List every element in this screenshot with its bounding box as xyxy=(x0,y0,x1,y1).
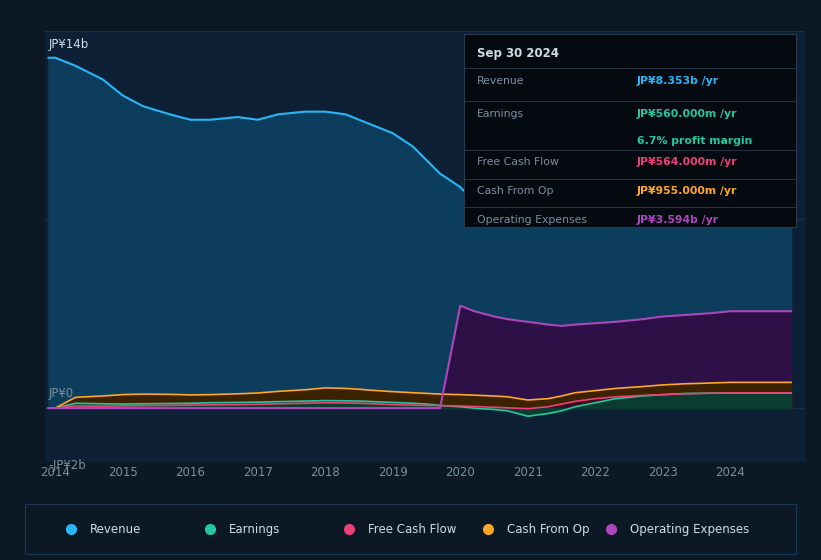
Text: JP¥14b: JP¥14b xyxy=(48,38,89,52)
Text: Free Cash Flow: Free Cash Flow xyxy=(477,157,559,167)
Text: JP¥560.000m /yr: JP¥560.000m /yr xyxy=(637,109,737,119)
Text: JP¥8.353b /yr: JP¥8.353b /yr xyxy=(637,76,719,86)
Text: Revenue: Revenue xyxy=(477,76,525,86)
Text: Operating Expenses: Operating Expenses xyxy=(477,215,587,225)
Text: Earnings: Earnings xyxy=(477,109,525,119)
Text: Cash From Op: Cash From Op xyxy=(507,522,589,536)
Text: Operating Expenses: Operating Expenses xyxy=(631,522,750,536)
Text: -JP¥2b: -JP¥2b xyxy=(48,459,86,472)
Text: Revenue: Revenue xyxy=(90,522,141,536)
Text: 6.7% profit margin: 6.7% profit margin xyxy=(637,136,752,146)
Text: JP¥564.000m /yr: JP¥564.000m /yr xyxy=(637,157,737,167)
Text: JP¥3.594b /yr: JP¥3.594b /yr xyxy=(637,215,719,225)
Text: Cash From Op: Cash From Op xyxy=(477,186,553,196)
Text: Earnings: Earnings xyxy=(229,522,281,536)
Text: Sep 30 2024: Sep 30 2024 xyxy=(477,47,559,60)
Text: Free Cash Flow: Free Cash Flow xyxy=(368,522,456,536)
Text: JP¥0: JP¥0 xyxy=(48,387,74,400)
Text: JP¥955.000m /yr: JP¥955.000m /yr xyxy=(637,186,737,196)
